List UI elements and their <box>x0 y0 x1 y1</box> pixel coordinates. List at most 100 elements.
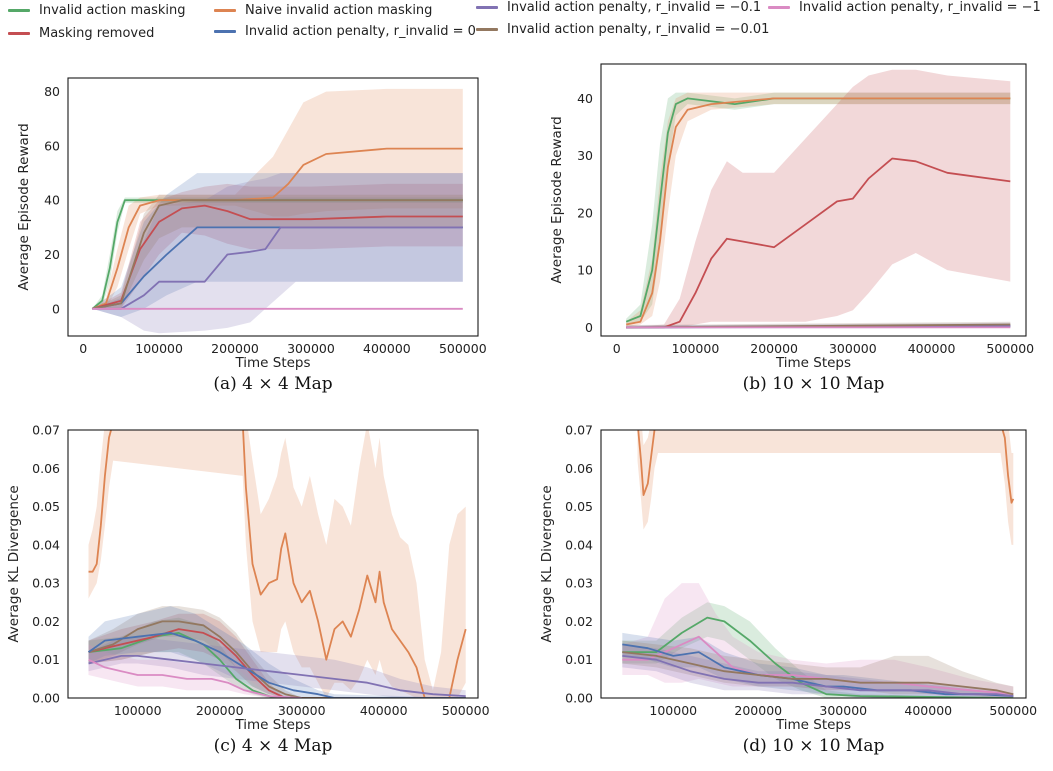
plot-background <box>601 64 1026 336</box>
y-tick-label: 0.01 <box>565 652 593 667</box>
x-tick-label: 200000 <box>750 341 798 356</box>
legend-label: Invalid action penalty, r_invalid = −1 <box>799 0 1041 15</box>
x-tick-label: 0 <box>79 341 87 356</box>
series-line <box>87 632 466 698</box>
x-tick-label: 100000 <box>649 703 697 718</box>
series-line <box>88 658 302 698</box>
plot-area <box>87 430 467 698</box>
y-axis-label: Average KL Divergence <box>6 485 22 642</box>
series-line <box>637 430 1015 504</box>
y-tick-label: 0 <box>585 320 593 335</box>
legend-label: Invalid action penalty, r_invalid = −0.0… <box>507 22 770 37</box>
series-line <box>88 628 466 698</box>
y-tick-label: 60 <box>44 138 60 153</box>
x-tick-label: 400000 <box>908 341 956 356</box>
x-tick-label: 300000 <box>287 341 335 356</box>
x-axis-label: Time Steps <box>234 355 310 371</box>
x-tick-label: 400000 <box>904 703 952 718</box>
legend-swatch <box>8 9 30 12</box>
x-tick-label: 500000 <box>986 341 1034 356</box>
legend-swatch <box>476 6 498 9</box>
confidence-band <box>622 583 1014 698</box>
x-tick-label: 300000 <box>819 703 867 718</box>
confidence-band <box>92 88 463 309</box>
chart-panel-1: 0 100000 200000 300000 400000 500000 0 20 40 60 80… <box>16 77 487 394</box>
confidence-band <box>92 173 463 334</box>
plot-area <box>622 430 1015 698</box>
x-tick-label: 400000 <box>360 703 408 718</box>
x-tick-label: 300000 <box>829 341 877 356</box>
x-tick-label: 200000 <box>196 703 244 718</box>
x-tick-label: 500000 <box>439 341 487 356</box>
plot-frame <box>600 429 1027 699</box>
plot-area <box>91 88 463 334</box>
x-tick-label: 500000 <box>989 703 1037 718</box>
x-tick-label: 100000 <box>114 703 162 718</box>
x-tick-label: 0 <box>613 341 621 356</box>
y-tick-label: 0.07 <box>32 423 60 438</box>
legend-item: Invalid action penalty, r_invalid = −0.1 <box>476 0 761 15</box>
plot-frame <box>67 77 479 337</box>
series-line <box>626 157 1011 329</box>
confidence-band <box>626 69 1011 328</box>
legend-item: Naive invalid action masking <box>214 3 432 18</box>
y-tick-label: 40 <box>577 91 593 106</box>
confidence-band <box>92 183 463 309</box>
legend-label: Naive invalid action masking <box>245 3 433 18</box>
chart-panel-4: 100000 200000 300000 400000 500000 0.00 0.01 0.… <box>539 423 1037 757</box>
confidence-band <box>622 602 1014 698</box>
legend: Invalid action masking Naive invalid acti… <box>0 0 1053 46</box>
series-line <box>622 651 1014 696</box>
legend-item: Invalid action penalty, r_invalid = −1 <box>768 0 1041 15</box>
panel-caption: (d) 10 × 10 Map <box>743 736 885 756</box>
y-tick-label: 0.02 <box>32 614 60 629</box>
series-line <box>88 655 466 697</box>
legend-label: Invalid action penalty, r_invalid = 0 <box>245 24 476 39</box>
y-tick-label: 0.05 <box>565 499 593 514</box>
chart-panel-2: 0 100000 200000 300000 400000 500000 0 10 20 30 40… <box>549 63 1034 394</box>
y-tick-label: 0.00 <box>565 691 593 706</box>
confidence-band <box>88 644 302 698</box>
x-axis-label: Time Steps <box>234 717 310 733</box>
panel-caption: (a) 4 × 4 Map <box>213 374 332 394</box>
plot-frame <box>67 429 479 699</box>
y-axis-label: Average Episode Reward <box>549 116 565 283</box>
y-tick-label: 0.03 <box>565 576 593 591</box>
y-tick-label: 0.05 <box>32 499 60 514</box>
x-tick-label: 200000 <box>211 341 259 356</box>
y-tick-label: 0.02 <box>565 614 593 629</box>
y-tick-label: 0.07 <box>565 423 593 438</box>
series-line <box>626 97 1011 326</box>
y-tick-label: 0.06 <box>32 461 60 476</box>
y-tick-label: 0.06 <box>565 461 593 476</box>
series-line <box>622 616 1014 698</box>
y-axis-label: Average KL Divergence <box>539 485 555 642</box>
y-tick-label: 0 <box>52 301 60 316</box>
series-line <box>88 620 466 698</box>
plot-background <box>68 78 478 336</box>
legend-swatch <box>476 28 498 31</box>
x-tick-label: 300000 <box>278 703 326 718</box>
legend-item: Invalid action penalty, r_invalid = 0 <box>214 24 476 39</box>
y-tick-label: 40 <box>44 193 60 208</box>
series-line <box>622 655 1014 697</box>
x-axis-label: Time Steps <box>775 355 851 371</box>
legend-item: Masking removed <box>8 26 154 41</box>
plot-area <box>625 69 1011 329</box>
x-tick-label: 100000 <box>135 341 183 356</box>
y-tick-label: 80 <box>44 84 60 99</box>
legend-label: Masking removed <box>39 26 155 41</box>
x-tick-label: 100000 <box>672 341 720 356</box>
y-axis-label: Average Episode Reward <box>16 123 32 290</box>
legend-item: Invalid action masking <box>8 3 186 18</box>
series-line <box>622 643 1014 697</box>
confidence-band <box>88 430 466 698</box>
plot-frame <box>600 63 1027 337</box>
legend-item: Invalid action penalty, r_invalid = −0.0… <box>476 22 769 37</box>
y-tick-label: 0.04 <box>32 537 60 552</box>
panel-caption: (c) 4 × 4 Map <box>214 736 333 756</box>
x-axis-label: Time Steps <box>775 717 851 733</box>
y-tick-label: 30 <box>577 148 593 163</box>
plot-background <box>601 430 1026 698</box>
